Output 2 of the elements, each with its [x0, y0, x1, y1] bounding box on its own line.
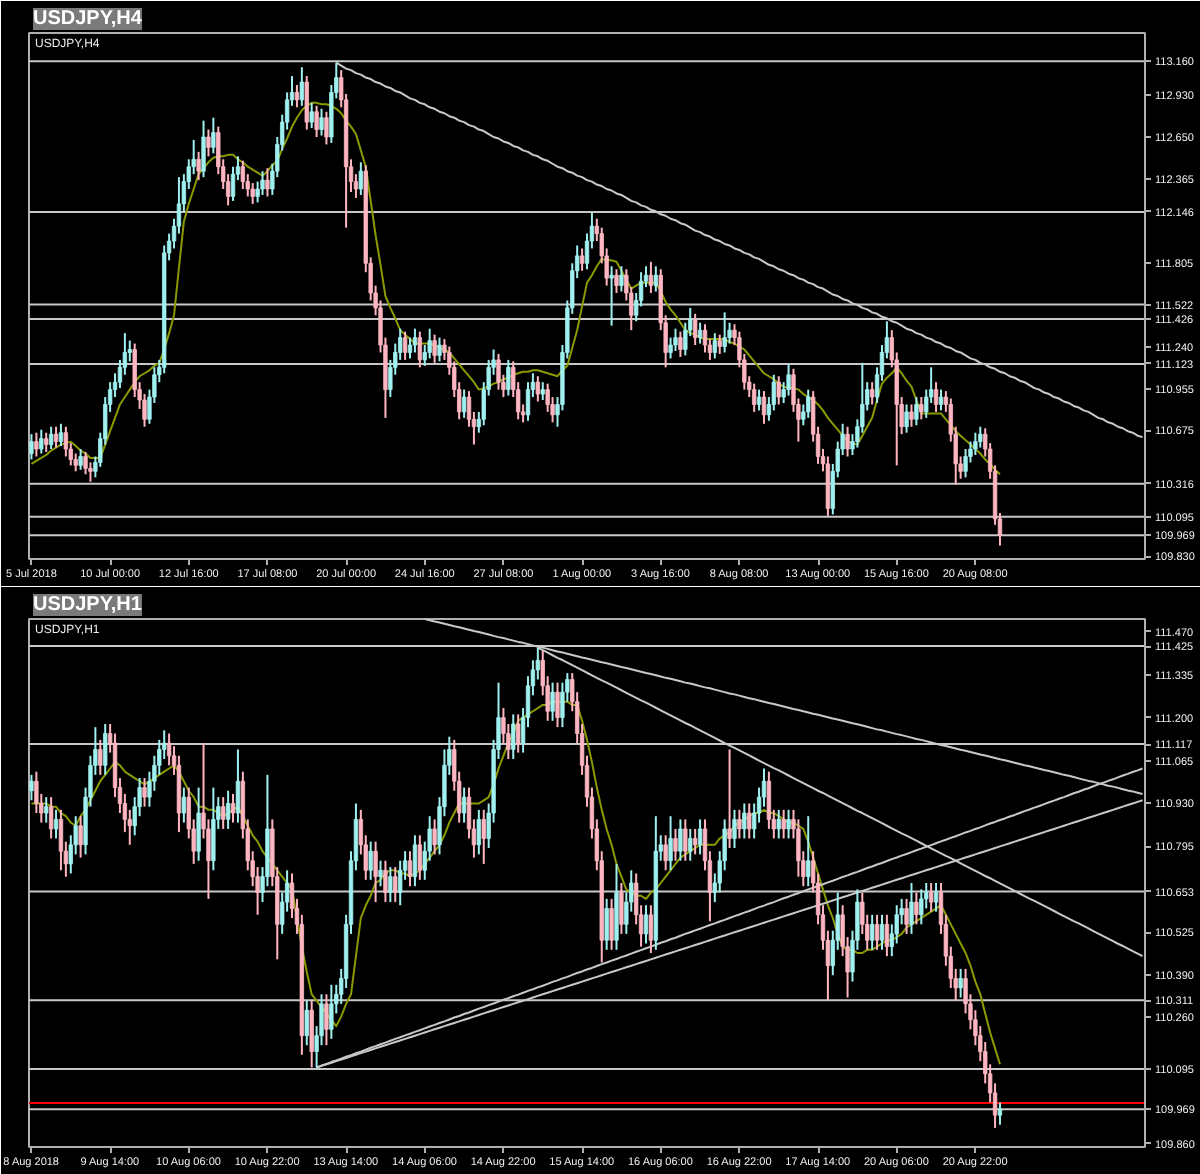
chart-title: USDJPY,H4 — [33, 8, 143, 30]
chart-title: USDJPY,H1 — [33, 594, 143, 616]
